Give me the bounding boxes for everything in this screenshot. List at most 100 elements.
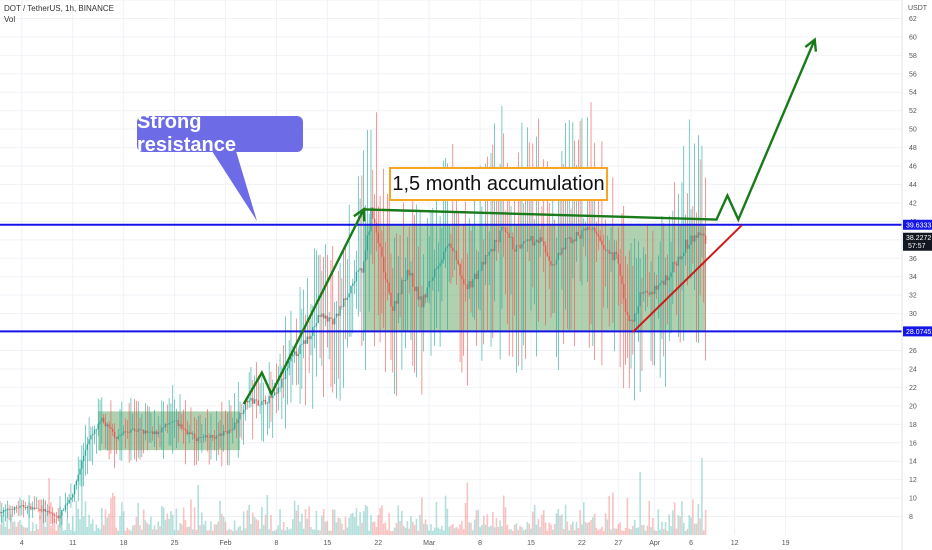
volume-bar — [24, 527, 27, 535]
volume-bar — [150, 516, 152, 535]
volume-bar — [508, 529, 510, 535]
candle-body — [583, 228, 585, 231]
candle-body — [486, 255, 489, 256]
volume-bar — [366, 506, 369, 535]
candle-body — [593, 227, 596, 232]
volume-bar — [621, 530, 623, 535]
volume-bar — [664, 522, 667, 535]
candle-body — [497, 241, 499, 243]
volume-bar — [321, 515, 323, 535]
volume-bar — [71, 515, 74, 535]
accumulation-callout[interactable]: 1,5 month accumulation — [389, 167, 608, 201]
candle-body — [697, 232, 700, 238]
candle-body — [24, 507, 27, 509]
candle-body — [572, 239, 574, 244]
candle-body — [12, 509, 14, 510]
candle-body — [510, 236, 512, 238]
y-tick-label: 8 — [909, 514, 913, 521]
candle-body — [84, 449, 87, 456]
candle-body — [353, 281, 356, 284]
price-axis-bg — [902, 0, 932, 550]
volume-bar — [492, 511, 494, 535]
volume-bar — [224, 521, 227, 535]
candle-body — [301, 343, 303, 345]
volume-bar — [657, 509, 660, 535]
candle-body — [410, 272, 412, 276]
volume-bar — [82, 516, 85, 535]
volume-bar — [362, 511, 365, 535]
y-tick-label: 48 — [909, 145, 917, 152]
support-badge-bg — [903, 326, 932, 337]
volume-bar — [639, 471, 641, 535]
volume-bar — [568, 530, 571, 535]
volume-bar — [119, 515, 121, 535]
candle-body — [426, 287, 429, 298]
volume-bar — [8, 528, 10, 535]
candle-body — [352, 283, 354, 286]
volume-bar — [111, 492, 114, 535]
candle-body — [530, 235, 532, 241]
candle-body — [693, 235, 696, 242]
volume-bar — [255, 519, 258, 535]
volume-bar — [302, 528, 305, 535]
volume-bar — [446, 508, 449, 535]
x-tick-label: 27 — [614, 540, 622, 547]
volume-bar — [350, 513, 352, 535]
candle-body — [4, 510, 7, 511]
candle-body — [703, 233, 705, 236]
volume-bar — [248, 504, 250, 535]
candle-body — [379, 243, 381, 247]
volume-bar — [426, 524, 429, 535]
candle-body — [10, 509, 12, 510]
candle-body — [548, 256, 550, 261]
candle-body — [559, 252, 561, 255]
horizontal-levels[interactable] — [0, 223, 902, 333]
candle-body — [262, 399, 265, 402]
strong-resistance-callout[interactable]: Strong resistance — [137, 111, 303, 156]
volume-bar — [246, 510, 249, 535]
candle-body — [48, 510, 50, 513]
candle-body — [535, 239, 538, 242]
x-tick-label: 4 — [20, 540, 24, 547]
volume-bar — [602, 530, 605, 535]
candle-body — [195, 438, 198, 442]
candle-body — [188, 432, 190, 435]
candle-body — [310, 335, 312, 340]
candle-body — [219, 433, 221, 437]
candle-body — [202, 437, 205, 438]
y-tick-label: 26 — [909, 348, 917, 355]
candle-body — [295, 351, 298, 357]
volume-bar — [519, 525, 521, 535]
candle-body — [561, 247, 563, 255]
volume-bar — [413, 525, 416, 535]
volume-bar — [475, 510, 478, 535]
candle-body — [448, 243, 450, 247]
volume-bar — [588, 522, 591, 535]
candle-body — [597, 234, 600, 237]
candle-body — [264, 399, 267, 404]
candle-body — [255, 399, 258, 401]
candle-body — [328, 317, 330, 322]
candle-body — [601, 240, 603, 245]
candle-body — [532, 235, 534, 246]
candle-body — [479, 270, 481, 272]
volume-bar — [681, 501, 683, 535]
volume-bar — [346, 527, 349, 535]
volume-bar — [477, 509, 480, 535]
volume-bar — [553, 523, 556, 535]
candle-body — [564, 238, 567, 250]
volume-bar — [501, 526, 503, 535]
volume-bar — [512, 530, 514, 535]
candle-body — [377, 232, 379, 244]
candle-body — [59, 515, 61, 519]
volume-bar — [368, 530, 370, 535]
candle-body — [566, 238, 569, 239]
candle-body — [368, 231, 370, 236]
candle-body — [241, 412, 243, 414]
candle-body — [66, 503, 68, 506]
volume-bar — [339, 518, 341, 535]
candle-body — [630, 319, 632, 322]
volume-bar — [37, 529, 39, 535]
